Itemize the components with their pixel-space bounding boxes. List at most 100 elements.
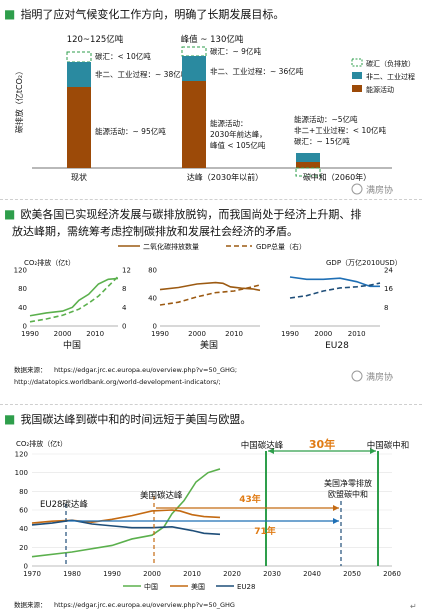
left-axis-label: CO₂排放（亿t）	[24, 258, 75, 267]
bar3-process-segment	[296, 153, 320, 162]
watermark-icon	[351, 370, 363, 382]
y-tick-label: 80	[19, 488, 28, 496]
legend-china-label: 中国	[144, 582, 158, 591]
y-tick-label: 40	[148, 295, 157, 303]
us-peak-label: 美国碳达峰	[140, 490, 183, 501]
category-label-3: 碳中和（2060年）	[303, 172, 371, 182]
us-eu-neutral-label-2: 欧盟碳中和	[328, 489, 368, 499]
bar2-energy-label-1: 能源活动：	[210, 118, 248, 128]
category-label-1: 现状	[71, 172, 87, 182]
bar2-energy-segment	[182, 81, 206, 168]
section-divider-1	[0, 199, 422, 200]
eu28-series-line	[31, 519, 221, 536]
section2-text-line2: 放达峰期，需统筹考虑控制碳排放和发展社会经济的矛盾。	[12, 225, 298, 238]
subchart-eu28-title: EU28	[325, 341, 349, 351]
subchart-china-title: 中国	[63, 339, 81, 351]
x-tick-label: 1980	[63, 570, 81, 578]
x-tick-label: 1990	[21, 330, 39, 338]
y-tick-label: 0	[153, 323, 157, 331]
section2-charts: 二氧化碳排放数量 GDP总量（右） CO₂排放（亿t） GDP（万亿2010US…	[14, 242, 402, 386]
gap-us-arrowhead	[333, 505, 339, 511]
x-tick-label: 2010	[225, 330, 243, 338]
legend-emission-label: 二氧化碳排放数量	[143, 242, 199, 251]
section3-ylabel: CO₂排放（亿t）	[16, 439, 67, 448]
y-tick-label: 120	[14, 267, 27, 275]
gap-eu-label: 71年	[254, 525, 276, 537]
section3-annotations: 30年 43年 71年 EU28碳达峰 美国碳达峰 中国碳达峰 中国碳中和 美国…	[40, 437, 409, 566]
gap-us-label: 43年	[239, 493, 261, 505]
x-tick-label: 2010	[348, 330, 366, 338]
watermark-icon	[351, 183, 363, 195]
bar1-energy-segment	[67, 87, 91, 168]
section3-series	[31, 468, 221, 558]
bar3-label-3: 碳汇：~ 15亿吨	[294, 136, 350, 146]
section1-ylabel: 碳排放（亿tCO₂）	[14, 67, 24, 133]
eu-peak-label: EU28碳达峰	[40, 499, 88, 510]
bar1-sink-segment	[66, 51, 92, 63]
emission-series-line	[29, 277, 119, 317]
x-tick-label: 1990	[151, 330, 169, 338]
cn-peak-label: 中国碳达峰	[241, 440, 284, 451]
x-tick-label: 2060	[383, 570, 401, 578]
section1-heading: ■ 指明了应对气候变化工作方向，明确了长期发展目标。	[4, 3, 418, 21]
section2-heading: ■ 欧美各国已实现经济发展与碳排放脱钩，而我国尚处于经济上升期、排 放达峰期，需…	[4, 203, 418, 240]
bar2-sink-label: 碳汇：~ 9亿吨	[210, 46, 261, 56]
subchart-china: 1990 2000 2010 0 40 80 120 0 4 8 12	[14, 267, 131, 339]
category-label-2: 达峰（2030年以前）	[187, 172, 263, 182]
legend-energy-swatch	[352, 85, 362, 92]
bar1-top-label: 120~125亿吨	[67, 34, 124, 45]
bar3-label-1: 能源活动：~5亿吨	[294, 114, 358, 124]
right-y-tick-label: 12	[122, 267, 131, 275]
x-tick-label: 1970	[23, 570, 41, 578]
us-eu-neutral-label-1: 美国净零排放	[324, 478, 372, 488]
bar2-process-label: 非二、工业过程：~ 36亿吨	[210, 66, 304, 76]
section2-text-line1: 欧美各国已实现经济发展与碳排放脱钩，而我国尚处于经济上升期、排	[20, 208, 362, 221]
right-y-tick-label: 8	[384, 304, 388, 312]
y-tick-label: 80	[148, 267, 157, 275]
y-tick-label: 40	[19, 525, 28, 533]
gap-cn-label: 30年	[309, 437, 335, 451]
bar2-sink-segment	[181, 46, 207, 57]
bar3-sink-segment	[295, 167, 321, 177]
x-tick-label: 1990	[281, 330, 299, 338]
gap-cn-arrowhead-left	[268, 448, 274, 454]
y-tick-label: 120	[15, 451, 28, 459]
x-tick-label: 2050	[343, 570, 361, 578]
legend-energy-label: 能源活动	[366, 85, 394, 94]
bar2-process-segment	[182, 56, 206, 81]
x-tick-label: 1990	[103, 570, 121, 578]
right-y-tick-label: 4	[122, 304, 127, 312]
y-tick-label: 80	[18, 285, 27, 293]
legend-process-swatch	[352, 72, 362, 79]
x-tick-label: 2020	[223, 570, 241, 578]
bullet-icon: ■	[4, 7, 16, 21]
section3-source-label: 数据来源：	[14, 600, 47, 609]
section1-text: 指明了应对气候变化工作方向，明确了长期发展目标。	[20, 8, 285, 21]
return-mark: ↵	[410, 602, 417, 611]
x-tick-label: 2040	[303, 570, 321, 578]
bullet-icon: ■	[4, 207, 16, 221]
cn-neutral-label: 中国碳中和	[367, 440, 410, 451]
y-tick-label: 40	[18, 304, 27, 312]
emission-series-line	[159, 281, 261, 292]
china-series-line	[31, 468, 221, 558]
legend-eu28-label: EU28	[237, 583, 255, 591]
gap-eu-arrowhead	[333, 518, 339, 524]
bar3-label-2: 非二+工业过程：< 10亿吨	[294, 125, 386, 135]
bar2-top-label: 峰值 ~ 130亿吨	[181, 34, 244, 45]
subchart-eu28: 1990 2000 2010 8 16 24	[281, 267, 393, 339]
bar3-energy-segment	[296, 162, 320, 168]
x-tick-label: 2010	[183, 570, 201, 578]
section3-heading: ■ 我国碳达峰到碳中和的时间远短于美国与欧盟。	[4, 408, 418, 426]
bar1-process-label: 非二、工业过程：~ 38亿吨	[95, 69, 189, 79]
subchart-usa: 1990 2000 2010 0 40 80	[148, 267, 261, 338]
right-y-tick-label: 0	[122, 323, 126, 331]
y-tick-label: 0	[23, 323, 27, 331]
x-tick-label: 2000	[188, 330, 206, 338]
right-y-tick-label: 8	[122, 285, 126, 293]
x-tick-label: 2010	[86, 330, 104, 338]
bar1-process-segment	[67, 62, 91, 87]
bar1-energy-label: 能源活动：~ 95亿吨	[95, 126, 166, 136]
legend-sink-label: 碳汇（负排放）	[366, 59, 415, 68]
